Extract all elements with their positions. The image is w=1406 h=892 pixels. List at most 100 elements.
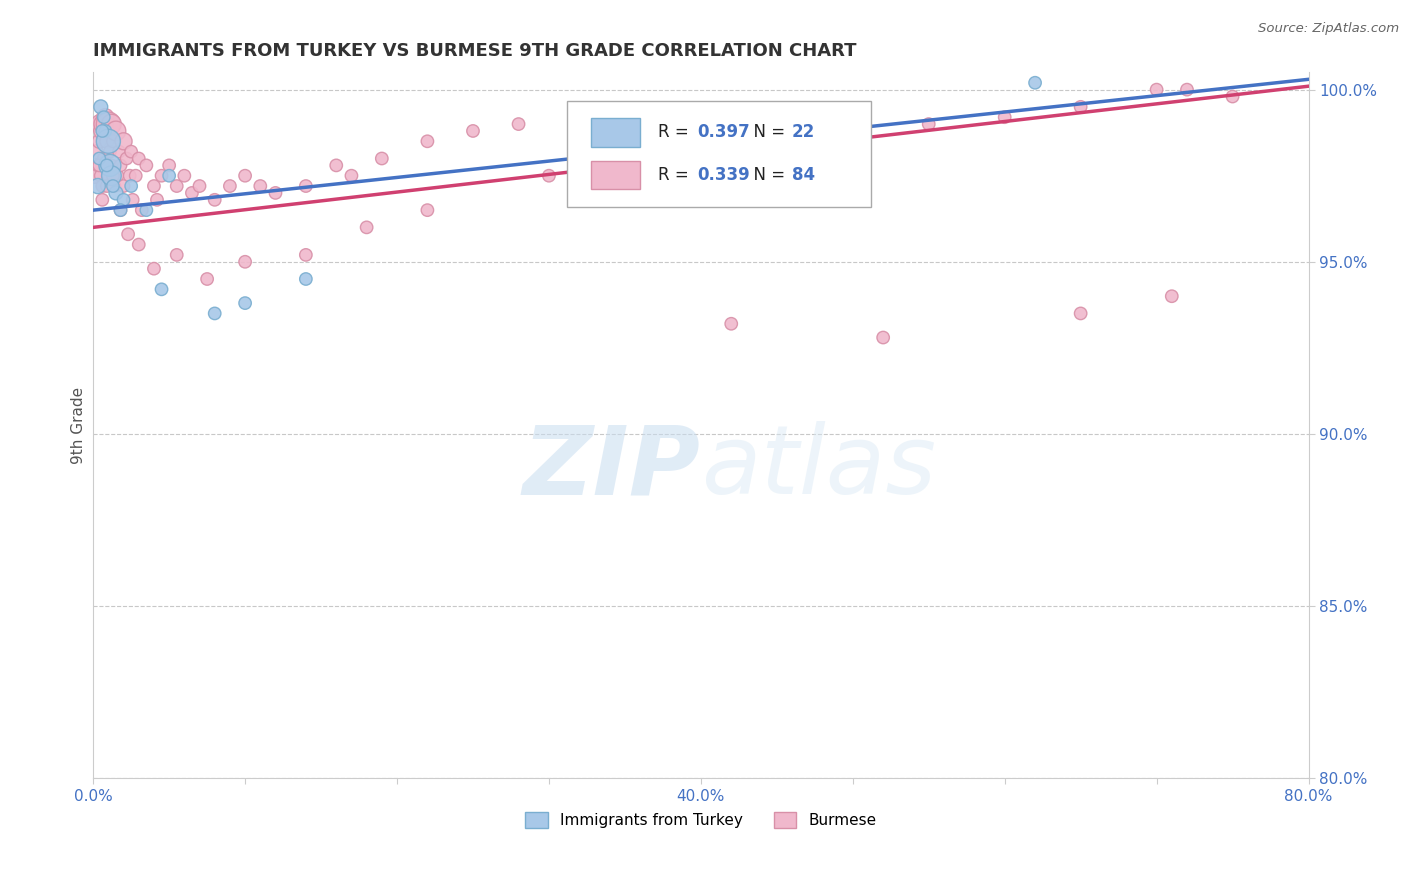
Point xyxy=(107,169,129,183)
Point xyxy=(90,117,112,131)
Point xyxy=(1175,82,1198,96)
Point xyxy=(87,179,110,194)
Point xyxy=(233,296,256,310)
Point xyxy=(146,193,169,207)
Text: 0.397: 0.397 xyxy=(697,123,749,142)
Point xyxy=(101,134,124,148)
Point xyxy=(142,179,165,194)
Point xyxy=(120,179,142,194)
Point xyxy=(97,117,120,131)
Point xyxy=(131,203,153,218)
Point xyxy=(204,193,226,207)
Point xyxy=(103,179,125,194)
Point xyxy=(842,110,865,124)
Point xyxy=(128,237,150,252)
Point xyxy=(150,169,173,183)
Point xyxy=(110,158,132,172)
Point xyxy=(872,330,894,344)
Text: IMMIGRANTS FROM TURKEY VS BURMESE 9TH GRADE CORRELATION CHART: IMMIGRANTS FROM TURKEY VS BURMESE 9TH GR… xyxy=(93,42,856,60)
Point xyxy=(100,158,122,172)
Point xyxy=(295,179,318,194)
Point xyxy=(94,158,117,172)
Point xyxy=(371,152,394,166)
Point xyxy=(93,110,115,124)
Point xyxy=(90,169,112,183)
Text: R =: R = xyxy=(658,166,695,184)
Point xyxy=(94,110,117,124)
Point xyxy=(104,186,127,200)
Point xyxy=(416,134,439,148)
Point xyxy=(112,134,135,148)
Point xyxy=(97,169,120,183)
Point xyxy=(135,203,157,218)
Point xyxy=(115,152,138,166)
Point xyxy=(112,193,135,207)
Point xyxy=(96,179,118,194)
Point xyxy=(689,117,711,131)
Point xyxy=(89,158,111,172)
Point xyxy=(720,317,742,331)
Point xyxy=(83,169,105,183)
Point xyxy=(104,124,127,138)
Point xyxy=(204,306,226,320)
Point xyxy=(93,117,115,131)
Point xyxy=(340,169,363,183)
Text: N =: N = xyxy=(744,166,790,184)
Text: ZIP: ZIP xyxy=(523,421,700,514)
Point xyxy=(994,110,1017,124)
Point xyxy=(1146,82,1168,96)
Point xyxy=(356,220,378,235)
Point xyxy=(101,169,124,183)
Point xyxy=(188,179,211,194)
Point xyxy=(87,117,110,131)
Text: atlas: atlas xyxy=(700,421,936,514)
Point xyxy=(120,145,142,159)
Point xyxy=(87,158,110,172)
Point xyxy=(118,169,141,183)
Point xyxy=(181,186,204,200)
Point xyxy=(96,134,118,148)
Point xyxy=(89,152,111,166)
Point xyxy=(121,193,143,207)
Point xyxy=(249,179,271,194)
Text: 84: 84 xyxy=(792,166,815,184)
Point xyxy=(166,179,188,194)
Point xyxy=(91,124,114,138)
Point xyxy=(1024,76,1046,90)
FancyBboxPatch shape xyxy=(567,101,870,207)
Point xyxy=(142,261,165,276)
Point xyxy=(93,152,115,166)
Point xyxy=(117,227,139,242)
Point xyxy=(112,179,135,194)
Point xyxy=(918,117,941,131)
Point xyxy=(157,158,180,172)
Point xyxy=(219,179,242,194)
Point xyxy=(461,124,484,138)
Point xyxy=(110,203,132,218)
Point xyxy=(108,145,131,159)
Point xyxy=(264,186,287,200)
Legend: Immigrants from Turkey, Burmese: Immigrants from Turkey, Burmese xyxy=(519,805,883,834)
Point xyxy=(1160,289,1182,303)
Point xyxy=(96,158,118,172)
Point xyxy=(110,203,132,218)
Point xyxy=(91,124,114,138)
Point xyxy=(166,248,188,262)
Point xyxy=(157,169,180,183)
Point xyxy=(1070,306,1092,320)
Point xyxy=(84,145,107,159)
Point xyxy=(233,169,256,183)
Point xyxy=(150,282,173,296)
Point xyxy=(537,169,560,183)
Point xyxy=(90,100,112,114)
Point xyxy=(89,134,111,148)
Point xyxy=(173,169,195,183)
Text: Source: ZipAtlas.com: Source: ZipAtlas.com xyxy=(1258,22,1399,36)
Point xyxy=(97,134,120,148)
Point xyxy=(100,169,122,183)
Point xyxy=(1070,100,1092,114)
Point xyxy=(508,117,530,131)
Point xyxy=(613,110,636,124)
Text: R =: R = xyxy=(658,123,695,142)
Point xyxy=(94,124,117,138)
